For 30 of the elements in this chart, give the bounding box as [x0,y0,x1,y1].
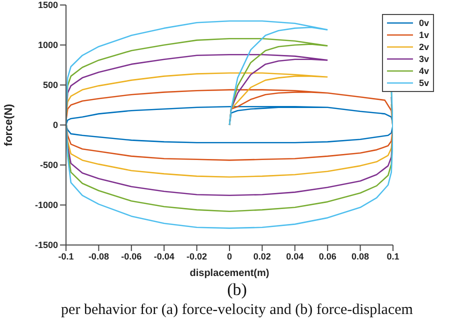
y-tick-label: 1500 [38,0,58,10]
legend-label: 4v [418,66,429,76]
y-tick-label: -1000 [34,200,58,210]
legend-label: 2v [418,42,429,52]
x-tick-label: 0.1 [386,251,400,262]
x-tick-label: 0.02 [253,251,271,262]
line-series [66,106,393,144]
legend-label: 5v [418,78,429,88]
x-tick-label: 0.06 [318,251,336,262]
x-tick-label: -0.04 [154,251,174,262]
y-tick-label: 0 [52,120,58,130]
y-tick-label: 1000 [38,40,58,50]
x-tick-label: 0.04 [286,251,304,262]
y-axis-title: force(N) [2,104,15,146]
x-tick-label: -0.06 [121,251,142,262]
x-axis-title: displacement(m) [190,268,270,279]
y-tick-label: -1500 [34,240,58,250]
legend-label: 0v [418,18,429,28]
legend-label: 3v [418,54,429,64]
y-tick-label: 500 [42,80,58,90]
legend-label: 1v [418,30,429,40]
x-tick-label: -0.1 [58,251,74,262]
x-tick-label: -0.08 [88,251,109,262]
text: per behavior for (a) force-velocity and (b) force-displacem [60,301,414,320]
x-tick-label: 0 [226,251,232,262]
text: (b) [226,280,248,300]
x-tick-label: -0.02 [186,251,208,262]
line-series [66,89,393,161]
x-tick-label: 0.08 [352,251,370,262]
y-tick-label: -500 [40,160,58,170]
